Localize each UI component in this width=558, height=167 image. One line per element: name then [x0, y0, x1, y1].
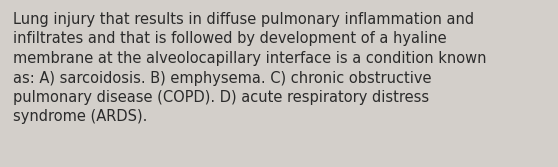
- Text: membrane at the alveolocapillary interface is a condition known: membrane at the alveolocapillary interfa…: [13, 51, 487, 66]
- Text: Lung injury that results in diffuse pulmonary inflammation and: Lung injury that results in diffuse pulm…: [13, 12, 474, 27]
- Text: as: A) sarcoidosis. B) emphysema. C) chronic obstructive: as: A) sarcoidosis. B) emphysema. C) chr…: [13, 70, 431, 86]
- Text: syndrome (ARDS).: syndrome (ARDS).: [13, 110, 147, 125]
- Text: pulmonary disease (COPD). D) acute respiratory distress: pulmonary disease (COPD). D) acute respi…: [13, 90, 429, 105]
- Text: infiltrates and that is followed by development of a hyaline: infiltrates and that is followed by deve…: [13, 32, 446, 46]
